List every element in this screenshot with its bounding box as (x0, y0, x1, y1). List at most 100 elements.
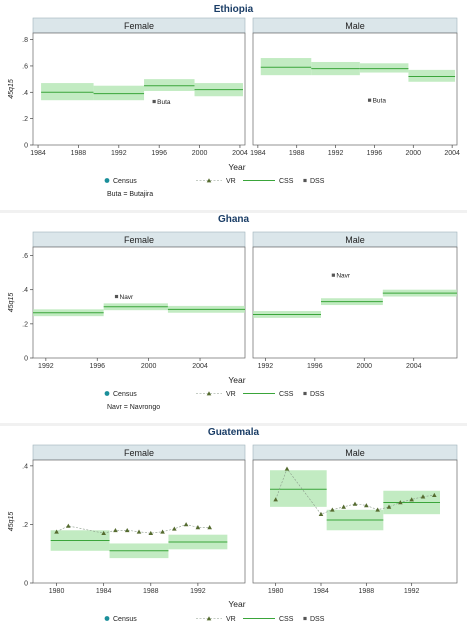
legend-census-symbol (104, 616, 110, 621)
legend-note: Navr = Navrongo (107, 404, 160, 411)
vr-point (148, 530, 154, 536)
x-tick-label: 1984 (250, 150, 266, 157)
y-tick-label: .2 (22, 116, 28, 123)
section-divider (0, 423, 467, 426)
dss-point (114, 294, 119, 299)
x-tick-label: 2000 (356, 363, 372, 370)
y-tick-label: 0 (24, 581, 28, 588)
dss-label: Buta (157, 99, 171, 106)
legend-dss-label: DSS (310, 178, 325, 185)
vr-point (66, 523, 71, 528)
vr-point (207, 525, 212, 530)
x-tick-label: 1984 (96, 588, 112, 595)
x-tick-label: 1988 (359, 588, 375, 595)
legend-vr-label: VR (226, 178, 236, 185)
plot-area (32, 459, 246, 584)
css-band (408, 69, 456, 82)
facet-label: Female (124, 448, 154, 458)
x-tick-label: 1992 (404, 588, 420, 595)
x-tick-label: 1992 (328, 150, 344, 157)
legend: Census VR CSS DSS (104, 391, 325, 398)
legend-vr-symbol (206, 178, 212, 183)
facet-label: Male (345, 21, 365, 31)
dss-point (367, 98, 372, 102)
css-band (359, 63, 409, 73)
x-tick-label: 2004 (406, 363, 422, 370)
x-axis-label: Year (228, 599, 245, 609)
vr-point (195, 525, 201, 530)
legend-vr-label: VR (226, 616, 236, 623)
panel-male: Male 1992 1996 2000 2004 Navr (252, 231, 458, 370)
x-tick-label: 1992 (258, 363, 274, 370)
legend-census-label: Census (113, 616, 137, 623)
y-tick-label: .2 (22, 321, 28, 328)
dss-label: Navr (336, 273, 351, 280)
country-section-guatemala: Guatemala Female 0 .2 .4 45q15 1980 1984 1988 199… (0, 423, 467, 623)
vr-point (364, 503, 369, 508)
legend-census-label: Census (113, 178, 137, 185)
y-tick-label: .8 (22, 37, 28, 44)
legend-dss-symbol (303, 178, 307, 183)
x-tick-label: 1992 (111, 150, 127, 157)
legend-dss-symbol (303, 616, 307, 621)
css-band (41, 83, 94, 101)
y-tick-label: .6 (22, 63, 28, 70)
dss-point (152, 99, 156, 104)
facet-label: Female (124, 21, 154, 31)
y-tick-label: .4 (22, 287, 28, 294)
country-title: Guatemala (208, 427, 260, 438)
x-tick-label: 1980 (268, 588, 284, 595)
vr-point (183, 522, 189, 527)
country-title: Ghana (218, 214, 250, 225)
y-tick-label: .6 (22, 253, 28, 260)
y-tick-label: 0 (24, 143, 28, 150)
vr-point (409, 497, 414, 502)
css-band (270, 470, 327, 507)
y-axis-label: 45q15 (8, 512, 15, 532)
plot-area (252, 32, 458, 146)
facet-label: Male (345, 235, 365, 245)
legend-vr-symbol (206, 391, 212, 396)
legend-census-label: Census (113, 391, 137, 398)
dss-point (331, 273, 335, 277)
legend-css-label: CSS (279, 391, 294, 398)
y-axis-label: 45q15 (8, 293, 15, 313)
y-tick-label: .2 (22, 522, 28, 529)
vr-point (273, 497, 278, 502)
panel-female: Female 0 .2 .4 45q15 1980 1984 1988 1992 (8, 444, 246, 595)
vr-point (318, 511, 324, 517)
x-tick-label: 1984 (313, 588, 329, 595)
country-section-ghana: Ghana Female 0 .2 .4 .6 45q15 1992 1996 2000 2004 N… (0, 210, 467, 411)
legend-css-label: CSS (279, 616, 294, 623)
css-band (93, 85, 145, 101)
vr-point (398, 500, 403, 505)
y-tick-label: 0 (24, 356, 28, 363)
country-title: Ethiopia (214, 4, 254, 15)
x-tick-label: 1988 (143, 588, 159, 595)
legend-css-label: CSS (279, 178, 294, 185)
legend-dss-symbol (303, 391, 307, 396)
x-tick-label: 2004 (232, 150, 248, 157)
country-section-ethiopia: Ethiopia Female 0 .2 .4 .6 .8 45q15 1984 1988 1992… (8, 4, 460, 198)
y-tick-label: .4 (22, 463, 28, 470)
x-tick-label: 1996 (89, 363, 105, 370)
plot-area (32, 246, 246, 359)
legend-note: Buta = Butajira (107, 191, 153, 198)
x-tick-label: 1996 (151, 150, 167, 157)
vr-point (136, 529, 142, 534)
x-tick-label: 1992 (38, 363, 54, 370)
legend: Census VR CSS DSS (104, 616, 325, 623)
facet-label: Male (345, 448, 365, 458)
legend-dss-label: DSS (310, 391, 325, 398)
legend-census-symbol (104, 391, 110, 396)
x-tick-label: 2000 (141, 363, 157, 370)
vr-point (124, 527, 130, 533)
css-band (260, 58, 312, 76)
x-tick-label: 2000 (405, 150, 421, 157)
legend-dss-label: DSS (310, 616, 325, 623)
x-tick-label: 1980 (49, 588, 65, 595)
x-axis-label: Year (228, 375, 245, 385)
legend-census-symbol (104, 178, 110, 183)
facet-label: Female (124, 235, 154, 245)
panel-female: Female 0 .2 .4 .6 .8 45q15 1984 1988 1992 1996 2000… (8, 17, 248, 157)
